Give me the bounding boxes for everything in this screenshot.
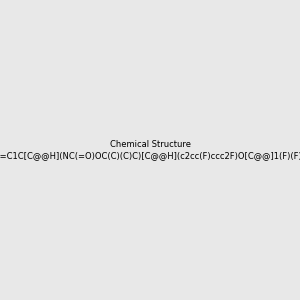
Text: Chemical Structure
O=C1C[C@@H](NC(=O)OC(C)(C)C)[C@@H](c2cc(F)ccc2F)O[C@@]1(F)(F): Chemical Structure O=C1C[C@@H](NC(=O)OC(… [0, 140, 300, 160]
